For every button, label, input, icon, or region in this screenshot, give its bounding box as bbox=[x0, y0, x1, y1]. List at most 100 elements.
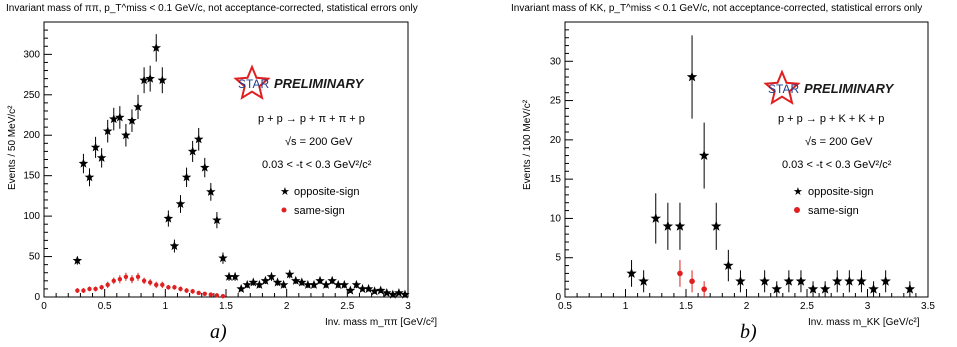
legend-same-b: same-sign bbox=[808, 205, 859, 217]
energy-a: √s = 200 GeV bbox=[285, 136, 353, 148]
data-point-same-sign bbox=[166, 285, 171, 290]
panel-b-label: b) bbox=[740, 321, 757, 343]
data-point-opposite-sign bbox=[339, 279, 350, 289]
data-point-same-sign bbox=[196, 290, 201, 296]
data-point-same-sign bbox=[154, 282, 159, 288]
y-tick-label: 100 bbox=[23, 211, 40, 222]
panel-a-ylabel: Events / 50 MeV/c² bbox=[7, 105, 18, 190]
data-point-same-sign bbox=[701, 286, 707, 292]
x-tick-label: 0 bbox=[41, 301, 47, 312]
data-point-opposite-sign bbox=[157, 75, 168, 85]
data-point-opposite-sign bbox=[200, 162, 210, 172]
data-point-opposite-sign bbox=[236, 283, 246, 293]
data-point-opposite-sign bbox=[674, 220, 686, 231]
data-point-opposite-sign bbox=[224, 271, 234, 281]
data-point-opposite-sign bbox=[206, 186, 216, 196]
data-point-opposite-sign bbox=[169, 241, 180, 251]
data-point-opposite-sign bbox=[662, 220, 674, 231]
x-tick-label: 0.5 bbox=[558, 301, 572, 312]
panel-b-title: Invariant mass of KK, p_T^miss < 0.1 GeV… bbox=[511, 3, 922, 14]
star-logo-a: STAR bbox=[233, 64, 271, 100]
data-point-opposite-sign bbox=[230, 271, 240, 281]
y-tick-label: 50 bbox=[29, 252, 41, 263]
data-point-opposite-sign bbox=[382, 288, 392, 297]
data-point-opposite-sign bbox=[783, 275, 795, 286]
data-point-opposite-sign bbox=[650, 212, 661, 223]
data-point-same-sign bbox=[190, 289, 195, 294]
data-point-opposite-sign bbox=[345, 285, 356, 295]
data-point-same-sign bbox=[111, 278, 116, 284]
data-point-same-sign bbox=[689, 278, 695, 285]
data-point-opposite-sign bbox=[212, 215, 222, 225]
y-tick-label: 0 bbox=[34, 292, 40, 303]
data-point-same-sign bbox=[172, 285, 177, 290]
data-point-opposite-sign bbox=[904, 283, 916, 294]
data-point-opposite-sign bbox=[375, 285, 386, 295]
x-tick-label: 2.5 bbox=[340, 301, 354, 312]
data-point-opposite-sign bbox=[297, 277, 307, 287]
data-point-opposite-sign bbox=[795, 275, 807, 286]
data-point-opposite-sign bbox=[357, 283, 368, 293]
data-point-opposite-sign bbox=[807, 283, 819, 294]
data-point-same-sign bbox=[105, 282, 110, 288]
data-point-opposite-sign bbox=[218, 253, 228, 263]
x-tick-label: 3 bbox=[865, 301, 871, 312]
panel-a-title: Invariant mass of ππ, p_T^miss < 0.1 GeV… bbox=[6, 3, 418, 14]
star-logo-b: STAR bbox=[763, 69, 801, 105]
data-point-opposite-sign bbox=[735, 275, 746, 286]
data-point-same-sign bbox=[202, 291, 207, 296]
legend-opposite-marker-b: ★ bbox=[793, 186, 803, 198]
data-point-opposite-sign bbox=[844, 275, 855, 286]
data-point-opposite-sign bbox=[96, 152, 107, 162]
legend-same-a: same-sign bbox=[294, 205, 345, 217]
data-point-same-sign bbox=[184, 288, 189, 293]
star-logo-icon bbox=[763, 69, 801, 105]
data-point-opposite-sign bbox=[90, 142, 101, 152]
data-point-opposite-sign bbox=[686, 71, 698, 82]
preliminary-label-b: PRELIMINARY bbox=[804, 81, 895, 96]
data-point-opposite-sign bbox=[109, 114, 119, 124]
y-tick-label: 20 bbox=[550, 135, 562, 146]
y-tick-label: 300 bbox=[23, 49, 40, 60]
panel-a-ticks: 0 0.5 1 1.5 2 2.5 3 0 50 100 150 200 250 300 bbox=[23, 21, 411, 312]
data-point-opposite-sign bbox=[187, 146, 198, 156]
energy-b: √s = 200 GeV bbox=[805, 136, 873, 148]
data-point-opposite-sign bbox=[321, 279, 331, 289]
x-tick-label: 3 bbox=[405, 301, 411, 312]
data-point-opposite-sign bbox=[327, 275, 337, 285]
legend-opposite-marker-a: ★ bbox=[280, 186, 290, 198]
t-range-b: 0.03 < -t < 0.3 GeV²/c² bbox=[782, 159, 892, 171]
data-point-opposite-sign bbox=[260, 275, 271, 285]
data-point-opposite-sign bbox=[309, 279, 319, 289]
x-tick-label: 2.5 bbox=[800, 301, 814, 312]
data-point-opposite-sign bbox=[711, 220, 722, 231]
data-point-opposite-sign bbox=[759, 275, 770, 286]
legend-opposite-a: opposite-sign bbox=[294, 186, 359, 198]
reaction-b: p + p → p + K + K + p bbox=[778, 113, 884, 125]
panel-b-ticks: 0.5 1 1.5 2 2.5 3 3.5 0 5 10 15 20 25 30 bbox=[550, 21, 935, 312]
data-point-opposite-sign bbox=[832, 275, 843, 286]
legend-same-marker-b bbox=[794, 207, 800, 213]
data-point-opposite-sign bbox=[242, 279, 252, 289]
data-point-opposite-sign bbox=[400, 289, 410, 299]
data-point-same-sign bbox=[129, 277, 135, 282]
star-logo-text: STAR bbox=[768, 82, 799, 96]
data-point-same-sign bbox=[123, 274, 129, 279]
panel-a-label: a) bbox=[210, 321, 227, 343]
data-point-opposite-sign bbox=[278, 279, 289, 289]
data-point-same-sign bbox=[75, 288, 80, 293]
data-point-opposite-sign bbox=[163, 213, 174, 223]
x-tick-label: 2 bbox=[744, 301, 750, 312]
x-tick-label: 3.5 bbox=[921, 301, 935, 312]
panel-a: Invariant mass of ππ, p_T^miss < 0.1 GeV… bbox=[6, 3, 437, 343]
panel-b-xlabel: Inv. mass m_KK [GeV/c²] bbox=[808, 317, 920, 328]
star-logo-text: STAR bbox=[238, 77, 269, 91]
data-point-opposite-sign bbox=[303, 279, 313, 289]
panel-b-markers bbox=[626, 35, 916, 297]
panel-b: Invariant mass of KK, p_T^miss < 0.1 GeV… bbox=[511, 3, 935, 343]
panel-b-ylabel: Events / 100 MeV/c² bbox=[522, 99, 533, 190]
data-point-opposite-sign bbox=[133, 101, 143, 111]
data-point-opposite-sign bbox=[121, 130, 131, 140]
data-point-opposite-sign bbox=[315, 275, 325, 285]
